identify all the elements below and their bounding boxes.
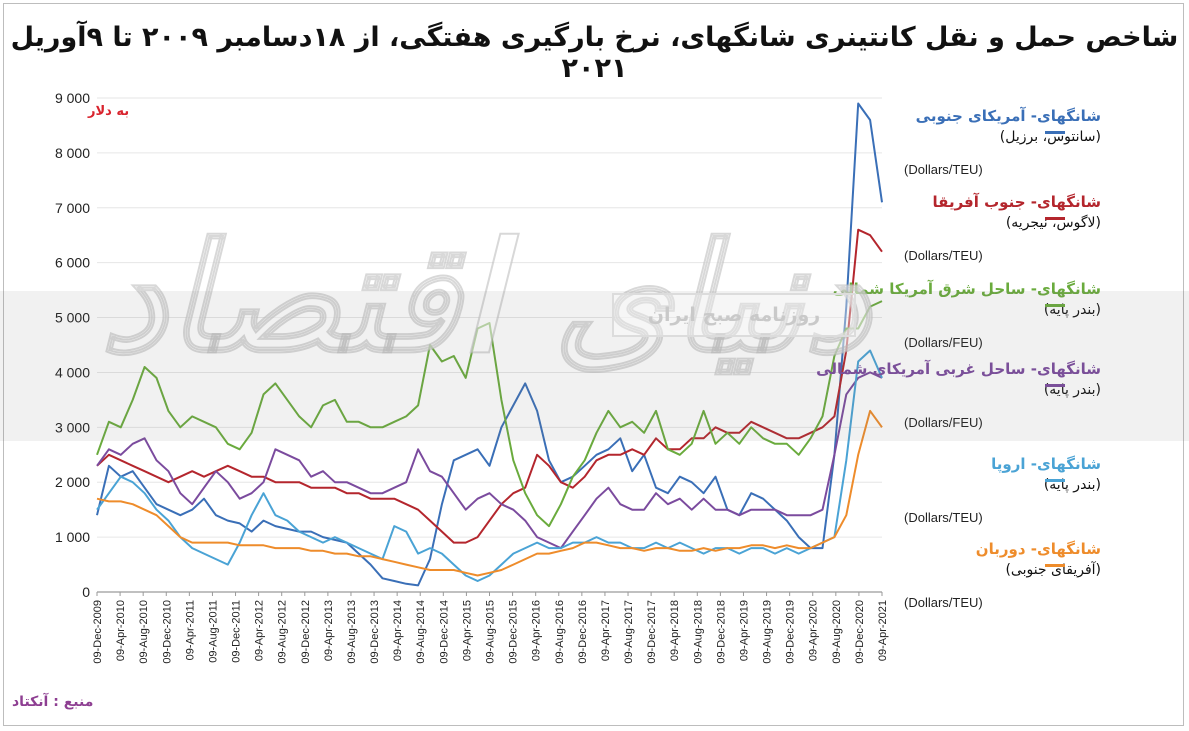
x-tick-label: 09-Apr-2015 (461, 600, 473, 661)
y-tick-label: 7 000 (55, 200, 90, 216)
x-tick-label: 09-Dec-2014 (438, 600, 450, 664)
x-tick-label: 09-Dec-2012 (300, 600, 312, 664)
legend-entry-4: شانگهای- اروپا (بندر پایه) (991, 455, 1101, 493)
x-tick-label: 09-Aug-2020 (831, 600, 843, 664)
legend-unit: (Dollars/TEU) (904, 248, 983, 263)
y-tick-label: 2 000 (55, 474, 90, 490)
legend-swatch (1045, 131, 1065, 134)
chart-frame (3, 3, 1184, 726)
x-tick-label: 09-Apr-2014 (392, 600, 404, 661)
legend-port-name: (لاگوس، نیجریه) (1005, 215, 1101, 231)
x-tick-label: 09-Aug-2018 (692, 600, 704, 664)
x-tick-label: 09-Apr-2020 (808, 600, 820, 661)
y-tick-label: 4 000 (55, 364, 90, 380)
grid-lines (97, 97, 882, 593)
legend-entry-1: شانگهای- جنوب آفریقا (لاگوس، نیجریه) (933, 193, 1101, 231)
legend-series-name: شانگهای- دوربان (975, 540, 1101, 558)
y-tick-label: 6 000 (55, 255, 90, 271)
series-line-4 (96, 349, 883, 582)
x-tick-label: 09-Dec-2011 (231, 600, 243, 663)
legend-series-name: شانگهای- ساحل شرق آمریکا شمالی (832, 280, 1101, 298)
legend-port-name: (سانتوس، برزیل) (999, 129, 1101, 145)
legend-entry-3: شانگهای- ساحل غربی آمریکای شمالی (بندر پا… (816, 360, 1101, 398)
legend-unit: (Dollars/FEU) (904, 415, 983, 430)
x-tick-label: 09-Aug-2014 (415, 600, 427, 664)
unit-label: به دلار (88, 104, 130, 119)
y-tick-label: 8 000 (55, 145, 90, 161)
x-tick-label: 09-Dec-2018 (715, 600, 727, 664)
x-tick-label: 09-Dec-2017 (646, 600, 658, 664)
legend-port-name: (آفریقای جنوبی) (1005, 562, 1101, 578)
series-line-3 (96, 371, 883, 550)
x-tick-label: 09-Apr-2013 (323, 600, 335, 661)
x-tick-label: 09-Apr-2021 (877, 600, 889, 661)
x-tick-label: 09-Aug-2017 (623, 600, 635, 664)
y-axis-ticks: 0 1 000 2 000 3 000 4 000 5 000 6 000 7 000 8 00… (55, 90, 90, 600)
x-tick-label: 09-Dec-2009 (92, 600, 104, 664)
legend-entry-2: شانگهای- ساحل شرق آمریکا شمالی (بندر پایه… (833, 280, 1101, 318)
legend-series-name: شانگهای- ساحل غربی آمریکای شمالی (816, 360, 1101, 378)
legend-series-name: شانگهای- اروپا (991, 455, 1101, 473)
x-tick-label: 09-Apr-2011 (184, 600, 196, 660)
chart-title: شاخص حمل و نقل کانتینری شانگهای، نرخ بار… (10, 22, 1179, 84)
x-tick-label: 09-Aug-2011 (207, 600, 219, 663)
x-tick-label: 09-Aug-2012 (277, 600, 289, 664)
x-tick-label: 09-Apr-2012 (254, 600, 266, 661)
x-tick-label: 09-Apr-2016 (531, 600, 543, 661)
x-tick-label: 09-Aug-2016 (554, 600, 566, 664)
x-tick-label: 09-Aug-2015 (485, 600, 497, 664)
series-line-5 (96, 409, 883, 577)
legend-unit: (Dollars/TEU) (904, 510, 983, 525)
y-tick-label: 9 000 (55, 90, 90, 106)
x-tick-label: 09-Aug-2010 (138, 600, 150, 664)
legend-unit: (Dollars/TEU) (904, 162, 983, 177)
x-tick-label: 09-Apr-2018 (669, 600, 681, 661)
y-tick-label: 0 (82, 584, 90, 600)
source-note: منبع : آنکتاد (12, 694, 94, 710)
y-tick-label: 1 000 (55, 529, 90, 545)
x-tick-label: 09-Dec-2020 (854, 600, 866, 664)
legend-entry-0: شانگهای- آمریکای جنوبی (سانتوس، برزیل) (916, 107, 1101, 145)
series-line-1 (96, 228, 883, 544)
y-tick-label: 3 000 (55, 419, 90, 435)
x-tick-label: 09-Dec-2013 (369, 600, 381, 664)
legend-swatch (1045, 564, 1065, 567)
x-tick-label: 09-Dec-2010 (161, 600, 173, 664)
legend-unit: (Dollars/FEU) (904, 335, 983, 350)
x-axis-ticks: 09-Dec-2009 09-Apr-2010 09-Aug-2010 09-Dec-… (92, 592, 889, 664)
x-tick-label: 09-Aug-2013 (346, 600, 358, 664)
x-tick-label: 09-Dec-2015 (508, 600, 520, 664)
series-line-2 (96, 300, 883, 528)
series-lines (96, 102, 883, 587)
x-tick-label: 09-Apr-2017 (600, 600, 612, 661)
legend-series-name: شانگهای- جنوب آفریقا (932, 193, 1101, 211)
legend-series-name: شانگهای- آمریکای جنوبی (915, 107, 1101, 125)
series-line-0 (96, 102, 883, 587)
legend-unit: (Dollars/TEU) (904, 595, 983, 610)
legend-swatch (1045, 479, 1065, 482)
x-tick-label: 09-Apr-2019 (738, 600, 750, 661)
x-tick-label: 09-Aug-2019 (762, 600, 774, 664)
x-tick-label: 09-Dec-2019 (785, 600, 797, 664)
y-tick-label: 5 000 (55, 310, 90, 326)
legend-entry-5: شانگهای- دوربان (آفریقای جنوبی) (976, 540, 1101, 578)
legend-swatch (1045, 217, 1065, 220)
x-tick-label: 09-Apr-2010 (115, 600, 127, 661)
legend-swatch (1045, 384, 1065, 387)
legend-swatch (1045, 304, 1065, 307)
x-tick-label: 09-Dec-2016 (577, 600, 589, 664)
